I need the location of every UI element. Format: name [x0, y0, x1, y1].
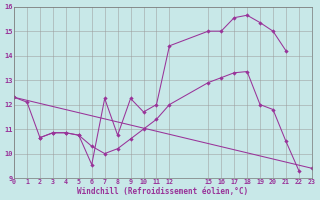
- X-axis label: Windchill (Refroidissement éolien,°C): Windchill (Refroidissement éolien,°C): [77, 187, 249, 196]
